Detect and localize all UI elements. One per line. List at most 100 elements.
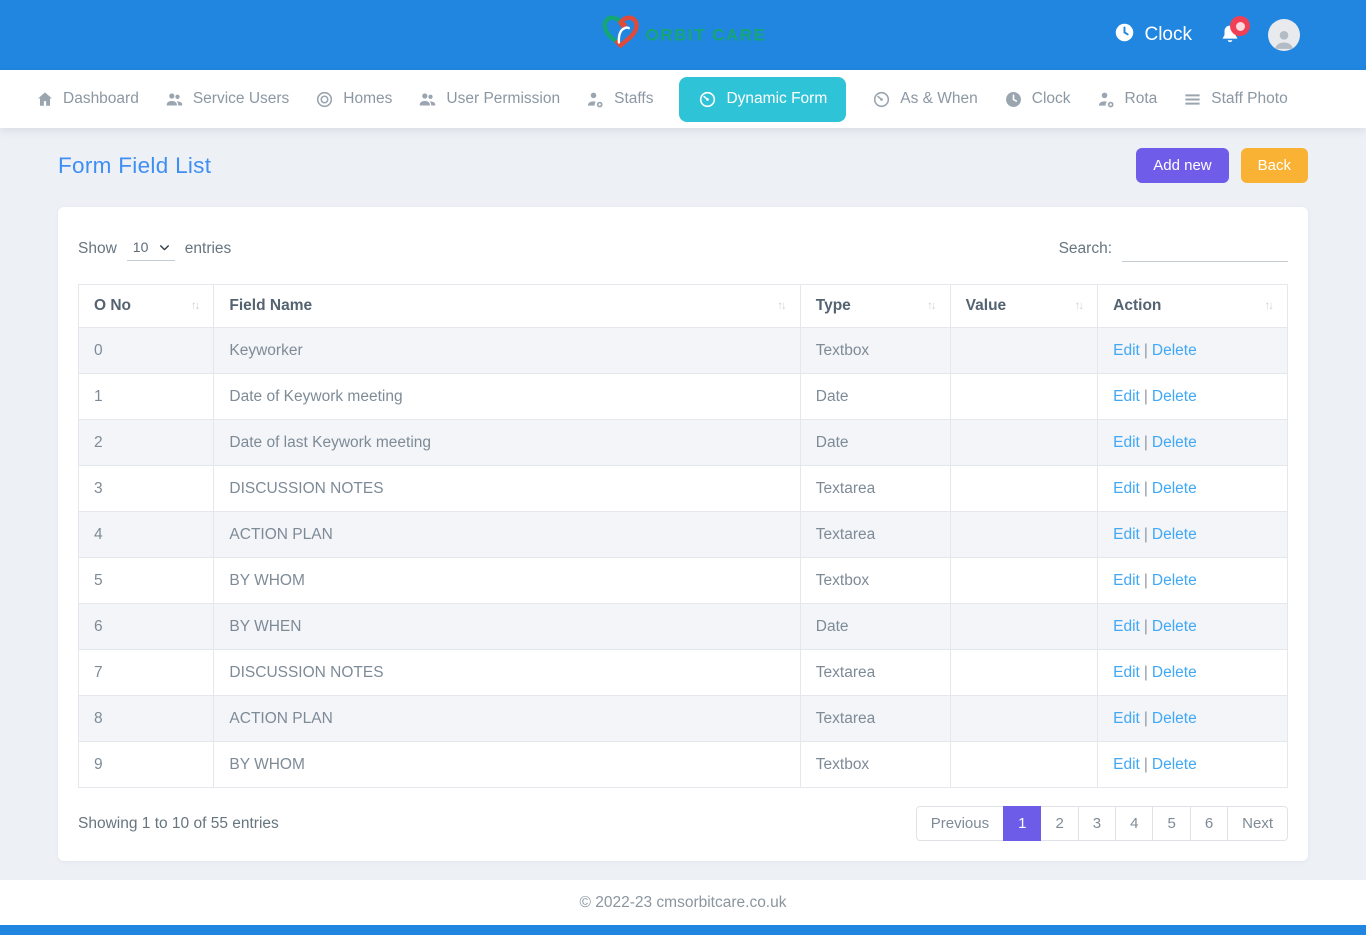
type-cell: Textarea xyxy=(799,511,951,558)
sort-icon[interactable]: ↑↓ xyxy=(777,300,786,312)
action-separator: | xyxy=(1143,387,1148,405)
value-cell xyxy=(949,327,1099,374)
edit-link[interactable]: Edit xyxy=(1113,617,1140,635)
footer-accent-strip xyxy=(0,925,1366,935)
field-name-cell: Keyworker xyxy=(213,327,801,374)
pagination-page-5-button[interactable]: 5 xyxy=(1152,806,1191,841)
value-cell xyxy=(949,419,1099,466)
search-input[interactable] xyxy=(1122,235,1288,262)
edit-link[interactable]: Edit xyxy=(1113,663,1140,681)
header-clock-button[interactable]: Clock xyxy=(1114,22,1192,49)
pagination-page-4-button[interactable]: 4 xyxy=(1115,806,1154,841)
form-field-list-card: Show 10 entries Search: O N xyxy=(58,207,1308,861)
action-cell: Edit | Delete xyxy=(1097,649,1288,696)
column-header-action[interactable]: Action ↑↓ xyxy=(1097,284,1288,328)
page-length-select[interactable]: 10 xyxy=(126,236,175,261)
edit-link[interactable]: Edit xyxy=(1113,479,1140,497)
table-row: 4 ACTION PLAN Textarea Edit | Delete xyxy=(77,511,1288,558)
user-gear-icon xyxy=(1097,90,1116,109)
orbit-care-heart-logo-icon xyxy=(600,14,642,57)
user-avatar[interactable] xyxy=(1268,19,1300,51)
pagination-page-1-button[interactable]: 1 xyxy=(1003,806,1042,841)
nav-item-user-permission[interactable]: User Permission xyxy=(418,90,560,109)
delete-link[interactable]: Delete xyxy=(1151,755,1197,773)
delete-link[interactable]: Delete xyxy=(1151,479,1197,497)
edit-link[interactable]: Edit xyxy=(1113,755,1140,773)
edit-link[interactable]: Edit xyxy=(1113,433,1140,451)
delete-link[interactable]: Delete xyxy=(1151,709,1197,727)
delete-link[interactable]: Delete xyxy=(1151,525,1197,543)
value-cell xyxy=(949,695,1099,742)
ono-cell: 2 xyxy=(77,419,215,466)
pagination-page-6-button[interactable]: 6 xyxy=(1189,806,1229,841)
column-header-field-name[interactable]: Field Name ↑↓ xyxy=(213,284,801,328)
column-header-label: Value xyxy=(965,297,1007,314)
nav-item-label: Dynamic Form xyxy=(726,90,828,107)
type-cell: Date xyxy=(799,419,951,466)
column-header-type[interactable]: Type ↑↓ xyxy=(799,284,951,328)
edit-link[interactable]: Edit xyxy=(1113,571,1140,589)
table-row: 9 BY WHOM Textbox Edit | Delete xyxy=(77,741,1288,788)
nav-item-staff-photo[interactable]: Staff Photo xyxy=(1183,90,1288,109)
nav-item-label: Dashboard xyxy=(63,90,139,107)
edit-link[interactable]: Edit xyxy=(1113,709,1140,727)
delete-link[interactable]: Delete xyxy=(1151,617,1197,635)
showing-entries-summary: Showing 1 to 10 of 55 entries xyxy=(78,814,279,832)
nav-item-dynamic-form[interactable]: Dynamic Form xyxy=(679,76,847,122)
pagination-previous-button[interactable]: Previous xyxy=(915,806,1005,841)
delete-link[interactable]: Delete xyxy=(1151,433,1197,451)
add-new-button[interactable]: Add new xyxy=(1136,148,1229,183)
action-cell: Edit | Delete xyxy=(1097,603,1288,650)
edit-link[interactable]: Edit xyxy=(1113,341,1140,359)
nav-item-clock[interactable]: Clock xyxy=(1004,90,1071,109)
field-name-cell: ACTION PLAN xyxy=(213,695,801,742)
pagination-next-button[interactable]: Next xyxy=(1227,806,1288,841)
nav-item-dashboard[interactable]: Dashboard xyxy=(36,90,139,108)
brand-logo: ORBIT CARE xyxy=(600,14,767,57)
edit-link[interactable]: Edit xyxy=(1113,525,1140,543)
field-name-cell: Date of last Keywork meeting xyxy=(213,419,801,466)
column-header-label: Type xyxy=(815,297,851,314)
users-icon xyxy=(418,90,437,109)
nav-item-service-users[interactable]: Service Users xyxy=(165,90,289,109)
field-name-cell: BY WHEN xyxy=(213,603,801,650)
main-content: Form Field List Add new Back Show 10 ent… xyxy=(0,128,1366,880)
table-row: 5 BY WHOM Textbox Edit | Delete xyxy=(77,557,1288,604)
sort-icon[interactable]: ↑↓ xyxy=(1264,300,1274,312)
field-name-cell: BY WHOM xyxy=(213,557,801,604)
delete-link[interactable]: Delete xyxy=(1151,663,1197,681)
pagination-page-3-button[interactable]: 3 xyxy=(1077,806,1117,841)
type-cell: Date xyxy=(799,603,951,650)
nav-item-label: Staff Photo xyxy=(1211,90,1288,107)
ono-cell: 0 xyxy=(77,327,215,374)
sort-icon[interactable]: ↑↓ xyxy=(190,300,200,312)
edit-link[interactable]: Edit xyxy=(1113,387,1140,405)
ono-cell: 8 xyxy=(77,695,215,742)
action-cell: Edit | Delete xyxy=(1097,327,1288,374)
ono-cell: 7 xyxy=(77,649,215,696)
pagination-page-2-button[interactable]: 2 xyxy=(1040,806,1079,841)
delete-link[interactable]: Delete xyxy=(1151,387,1197,405)
action-separator: | xyxy=(1143,571,1148,589)
sort-icon[interactable]: ↑↓ xyxy=(1074,300,1084,312)
column-header-o-no[interactable]: O No ↑↓ xyxy=(77,284,215,328)
table-row: 0 Keyworker Textbox Edit | Delete xyxy=(77,327,1288,374)
nav-item-rota[interactable]: Rota xyxy=(1097,90,1157,109)
value-cell xyxy=(949,557,1099,604)
nav-item-homes[interactable]: Homes xyxy=(315,90,392,109)
back-button[interactable]: Back xyxy=(1240,148,1308,183)
nav-item-as-when[interactable]: As & When xyxy=(872,90,978,109)
delete-link[interactable]: Delete xyxy=(1151,341,1197,359)
notifications-button[interactable] xyxy=(1218,16,1250,47)
value-cell xyxy=(949,511,1099,558)
ono-cell: 3 xyxy=(77,465,215,512)
value-cell xyxy=(949,603,1099,650)
nav-item-label: Staffs xyxy=(614,90,654,107)
sort-icon[interactable]: ↑↓ xyxy=(927,300,936,312)
column-header-value[interactable]: Value ↑↓ xyxy=(949,284,1099,328)
delete-link[interactable]: Delete xyxy=(1151,571,1197,589)
nav-item-staffs[interactable]: Staffs xyxy=(586,90,653,109)
page-length-select-wrap: 10 xyxy=(126,236,175,261)
type-cell: Date xyxy=(799,373,951,420)
field-name-cell: DISCUSSION NOTES xyxy=(213,649,801,696)
